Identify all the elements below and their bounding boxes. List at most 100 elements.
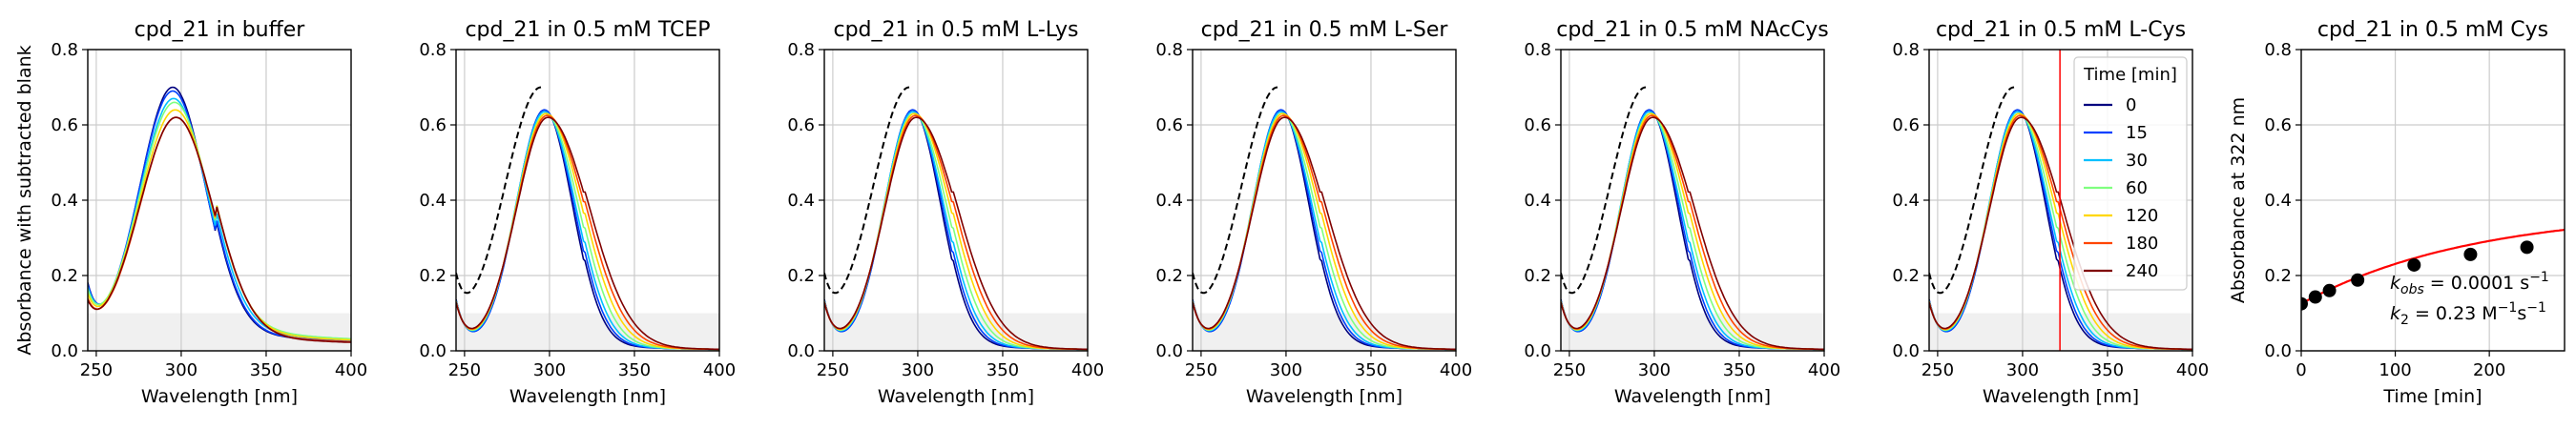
x-tick-label: 300: [533, 360, 566, 380]
k2-value: = 0.23 M: [2409, 303, 2498, 324]
plot-area: [88, 86, 351, 343]
x-tick-label: 350: [250, 360, 282, 380]
x-tick-label: 350: [987, 360, 1019, 380]
legend-box: [2073, 56, 2188, 291]
kobs-value: = 0.0001 s: [2424, 273, 2529, 294]
x-tick-label: 350: [1355, 360, 1387, 380]
y-tick-label: 0.8: [787, 40, 815, 60]
data-point: [2463, 247, 2478, 261]
data-point: [2322, 283, 2337, 297]
y-tick-label: 0.6: [2264, 115, 2292, 135]
x-tick-label: 400: [2176, 360, 2209, 380]
x-tick-label: 250: [1185, 360, 1217, 380]
y-tick-label: 0.6: [787, 115, 815, 135]
x-axis-label: Time [min]: [2382, 386, 2482, 407]
x-tick-label: 300: [902, 360, 934, 380]
chart-title: cpd_21 in 0.5 mM Cys: [2317, 18, 2548, 42]
data-point: [2407, 257, 2421, 272]
chart-title: cpd_21 in 0.5 mM L-Cys: [1936, 18, 2186, 42]
x-tick-label: 0: [2296, 360, 2306, 380]
x-tick-label: 250: [817, 360, 849, 380]
y-tick-label: 0.0: [51, 341, 78, 361]
series-line-6: [456, 116, 719, 351]
x-tick-label: 100: [2379, 360, 2411, 380]
chart-title: cpd_21 in 0.5 mM TCEP: [465, 18, 710, 42]
series-line-6: [824, 116, 1088, 351]
y-axis-label: Absorbance at 322 nm: [2228, 97, 2249, 303]
y-tick-label: 0.8: [419, 40, 447, 60]
y-tick-label: 0.4: [1155, 191, 1183, 211]
plot-area: [456, 86, 719, 351]
series-line-3: [88, 101, 351, 340]
y-tick-label: 0.4: [419, 191, 447, 211]
blank-region: [824, 313, 1088, 351]
y-tick-label: 0.2: [419, 266, 447, 286]
plot-area: [1193, 86, 1456, 351]
x-tick-label: 400: [1440, 360, 1472, 380]
y-tick-label: 0.0: [1155, 341, 1183, 361]
series-line-reference: [824, 86, 910, 295]
legend-entry: 30: [2126, 151, 2148, 171]
x-tick-label: 400: [335, 360, 367, 380]
chart-panel-2: 0.0 0.2 0.4 0.6 0.8 250 300 350 400 cpd_21 in 0.5…: [419, 18, 736, 407]
y-tick-label: 0.4: [2264, 191, 2292, 211]
y-tick-label: 0.8: [51, 40, 78, 60]
x-tick-label: 250: [448, 360, 481, 380]
series-line-reference: [1561, 86, 1647, 295]
series-line-6: [1561, 116, 1824, 351]
legend-entry: 240: [2126, 261, 2158, 281]
series-line-reference: [1929, 86, 2015, 295]
y-tick-label: 0.2: [1155, 266, 1183, 286]
k2-unit: s: [2517, 303, 2526, 324]
k2-symbol: k: [2390, 303, 2401, 324]
y-tick-label: 0.0: [1524, 341, 1551, 361]
kobs-annotation: kobs = 0.0001 s−1: [2390, 270, 2549, 297]
k2-subscript: 2: [2400, 313, 2409, 328]
kobs-superscript: −1: [2529, 270, 2549, 285]
kobs-symbol: k: [2390, 273, 2401, 294]
legend-entry: 0: [2126, 95, 2136, 115]
x-tick-label: 300: [1270, 360, 1302, 380]
plot-area: [1561, 86, 1824, 351]
y-tick-label: 0.8: [1155, 40, 1183, 60]
x-tick-label: 200: [2473, 360, 2505, 380]
plot-area: [1929, 50, 2192, 351]
x-tick-label: 300: [2006, 360, 2039, 380]
y-tick-label: 0.2: [1524, 266, 1551, 286]
chart-title: cpd_21 in 0.5 mM NAcCys: [1556, 18, 1829, 42]
y-axis-label: Absorbance with subtracted blank: [14, 45, 35, 355]
data-point: [2301, 296, 2308, 311]
y-tick-label: 0.2: [1892, 266, 1920, 286]
x-tick-label: 300: [1638, 360, 1671, 380]
data-point: [2308, 290, 2322, 304]
series-line-6: [1929, 116, 2192, 351]
k2-superscript-1: −1: [2498, 300, 2518, 316]
y-tick-label: 0.4: [787, 191, 815, 211]
y-tick-label: 0.6: [419, 115, 447, 135]
x-axis-label: Wavelength [nm]: [1983, 386, 2139, 407]
x-tick-label: 350: [2091, 360, 2124, 380]
data-point: [2351, 273, 2365, 287]
x-tick-label: 400: [703, 360, 736, 380]
x-tick-label: 350: [1723, 360, 1755, 380]
y-tick-label: 0.6: [1155, 115, 1183, 135]
x-axis-label: Wavelength [nm]: [509, 386, 666, 407]
series-line-reference: [456, 86, 542, 295]
blank-region: [456, 313, 719, 351]
y-tick-label: 0.4: [1524, 191, 1551, 211]
legend-title: Time [min]: [2083, 65, 2177, 85]
y-tick-label: 0.4: [51, 191, 78, 211]
x-axis-label: Wavelength [nm]: [1246, 386, 1402, 407]
chart-panel-3: 0.0 0.2 0.4 0.6 0.8 250 300 350 400 cpd_21 in 0.5…: [787, 18, 1104, 407]
y-tick-label: 0.4: [1892, 191, 1920, 211]
x-tick-label: 400: [1071, 360, 1104, 380]
blank-region: [88, 313, 351, 351]
x-axis-label: Wavelength [nm]: [1614, 386, 1771, 407]
legend-entry: 180: [2126, 234, 2158, 254]
fit-curve: [2301, 228, 2565, 305]
blank-region: [1561, 313, 1824, 351]
chart-panel-1: 0.0 0.2 0.4 0.6 0.8 250 300 350 400 cpd_21 in buf…: [14, 18, 367, 407]
y-tick-label: 0.0: [419, 341, 447, 361]
